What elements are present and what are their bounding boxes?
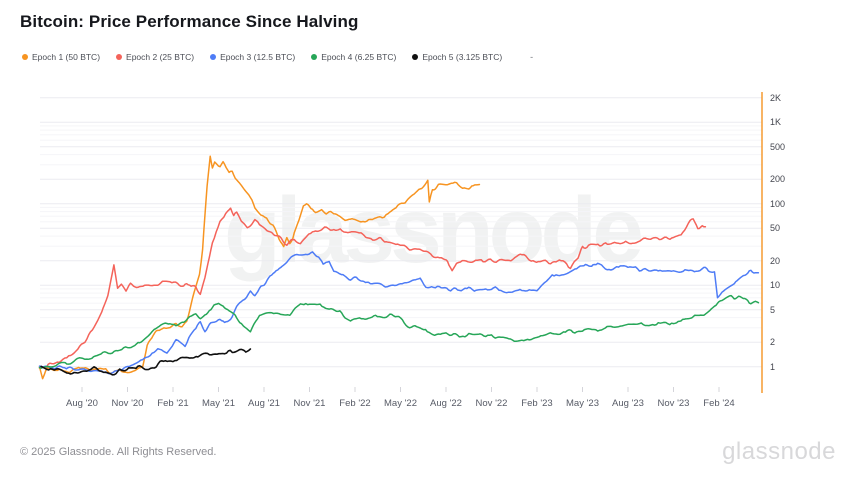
series-line-epoch-5	[40, 348, 252, 376]
legend-dot	[116, 54, 123, 60]
series-line-epoch-2	[38, 207, 707, 369]
x-tick-label: May '23	[566, 398, 599, 409]
legend-dot	[22, 54, 28, 60]
copyright-text: © 2025 Glassnode. All Rights Reserved.	[20, 446, 217, 458]
y-tick-label: 1K	[770, 117, 782, 128]
y-tick-label: 50	[770, 223, 781, 234]
y-tick-label: 20	[770, 255, 781, 266]
x-tick-label: Aug '21	[248, 398, 280, 409]
x-tick-label: May '22	[384, 398, 417, 409]
legend-item-label: Epoch 1 (50 BTC)	[32, 52, 101, 62]
legend-item-label: Epoch 5 (3.125 BTC)	[422, 52, 503, 62]
x-tick-label: Aug '23	[612, 398, 644, 409]
plot-area[interactable]	[40, 90, 762, 392]
legend-item-label: Epoch 4 (6.25 BTC)	[321, 52, 397, 62]
y-tick-label: 10	[770, 280, 781, 291]
legend-item-epoch-5[interactable]: Epoch 5 (3.125 BTC)	[412, 52, 502, 62]
legend: Epoch 1 (50 BTC) Epoch 2 (25 BTC) Epoch 3 …	[22, 52, 533, 62]
x-tick-marks	[81, 387, 720, 392]
x-tick-label: Nov '22	[475, 398, 508, 409]
y-tick-label: 500	[770, 141, 786, 152]
x-tick-label: Feb '23	[521, 398, 553, 409]
legend-item-epoch-2[interactable]: Epoch 2 (25 BTC)	[116, 52, 194, 62]
legend-item-epoch-1[interactable]: Epoch 1 (50 BTC)	[22, 52, 100, 62]
x-tick-label: Feb '24	[703, 398, 735, 409]
legend-item-label: Epoch 2 (25 BTC)	[126, 52, 195, 62]
legend-item-label: Epoch 3 (12.5 BTC)	[220, 52, 296, 62]
y-tick-label: 5	[770, 304, 776, 315]
y-tick-label: 200	[770, 174, 786, 185]
y-tick-label: 2K	[770, 92, 782, 103]
legend-item-epoch-4[interactable]: Epoch 4 (6.25 BTC)	[311, 52, 396, 62]
x-tick-label: May '21	[202, 398, 235, 409]
y-tick-label: 2	[770, 337, 776, 348]
legend-dot	[412, 54, 419, 60]
x-tick-label: Feb '22	[339, 398, 371, 409]
x-tick-label: Nov '20	[111, 398, 144, 409]
glassnode-logo: glassnode	[722, 438, 836, 465]
legend-dot	[311, 54, 318, 60]
y-tick-label: 100	[770, 198, 786, 209]
legend-item-epoch-3[interactable]: Epoch 3 (12.5 BTC)	[210, 52, 295, 62]
x-tick-label: Nov '23	[657, 398, 690, 409]
x-tick-label: Aug '20	[66, 398, 98, 409]
x-tick-label: Aug '22	[430, 398, 462, 409]
legend-extra-dash: -	[530, 52, 534, 62]
y-tick-label: 1	[770, 361, 776, 372]
x-tick-label: Feb '21	[157, 398, 189, 409]
series-line-epoch-3	[38, 251, 760, 375]
legend-dot	[210, 54, 217, 60]
series-lines	[38, 155, 760, 380]
series-line-epoch-4	[38, 294, 760, 369]
gridlines	[40, 97, 762, 368]
page-title: Bitcoin: Price Performance Since Halving	[20, 12, 359, 31]
x-tick-label: Nov '21	[293, 398, 326, 409]
